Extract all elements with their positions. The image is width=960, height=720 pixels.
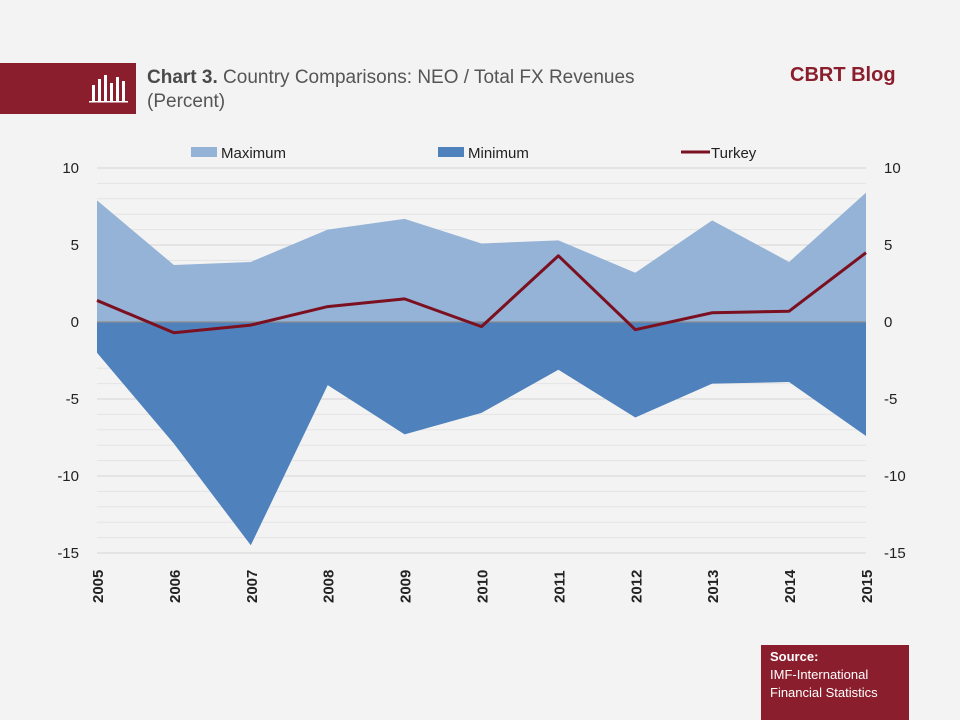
y-tick-label-left: -15 xyxy=(57,545,79,562)
chart-title-text: Country Comparisons: NEO / Total FX Reve… xyxy=(147,67,635,112)
x-tick-label: 2008 xyxy=(321,570,338,603)
y-tick-label-right: -15 xyxy=(884,545,906,562)
legend-label-turkey: Turkey xyxy=(711,145,757,162)
x-tick-label: 2006 xyxy=(167,570,184,603)
x-tick-label: 2005 xyxy=(90,570,107,603)
x-tick-label: 2014 xyxy=(782,569,799,603)
series-line-turkey xyxy=(96,251,867,335)
brand-label: CBRT Blog xyxy=(790,64,896,86)
source-text: IMF-International Financial Statistics xyxy=(770,667,878,700)
source-box: Source: IMF-International Financial Stat… xyxy=(761,645,909,720)
series-area-maximum xyxy=(97,192,866,322)
y-tick-label-left: 10 xyxy=(62,160,79,177)
x-tick-label: 2010 xyxy=(475,570,492,603)
y-tick-label-right: -5 xyxy=(884,391,897,408)
legend-label-maximum: Maximum xyxy=(221,145,286,162)
x-tick-label: 2011 xyxy=(551,570,568,603)
legend-swatch-minimum xyxy=(438,147,464,157)
x-tick-label: 2015 xyxy=(859,570,876,603)
legend-swatch-maximum xyxy=(191,147,217,157)
bar-chart-icon xyxy=(89,75,128,103)
y-tick-label-left: -5 xyxy=(66,391,79,408)
x-tick-label: 2012 xyxy=(628,570,645,603)
x-tick-label: 2013 xyxy=(705,570,722,603)
y-tick-label-left: 5 xyxy=(71,237,79,254)
header-band xyxy=(0,63,136,114)
legend-label-minimum: Minimum xyxy=(468,145,529,162)
chart-title: Chart 3. Country Comparisons: NEO / Tota… xyxy=(147,66,707,114)
chart-number: Chart 3. xyxy=(147,67,218,88)
y-tick-label-right: 10 xyxy=(884,160,901,177)
x-tick-label: 2009 xyxy=(398,570,415,603)
y-tick-label-right: 0 xyxy=(884,314,892,331)
y-tick-label-left: 0 xyxy=(71,314,79,331)
x-tick-label: 2007 xyxy=(244,570,261,603)
source-label: Source: xyxy=(770,649,819,664)
series-area-minimum xyxy=(97,322,866,546)
y-tick-label-right: 5 xyxy=(884,237,892,254)
y-tick-label-right: -10 xyxy=(884,468,906,485)
y-tick-label-left: -10 xyxy=(57,468,79,485)
